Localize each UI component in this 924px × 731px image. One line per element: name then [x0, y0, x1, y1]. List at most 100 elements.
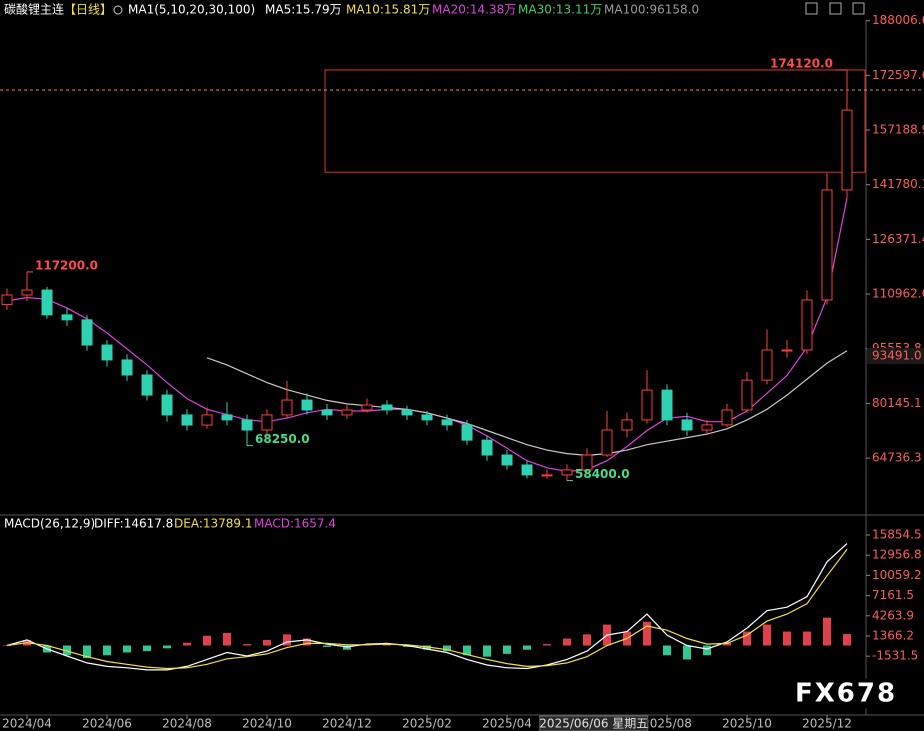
cursor-label-bg	[539, 715, 649, 731]
x-tick-label: 2024/12	[322, 717, 372, 731]
x-tick-label: 2024/04	[2, 717, 52, 731]
candle-body	[661, 389, 673, 421]
candle-body	[181, 414, 193, 426]
y-tick-label: 110962.6	[872, 287, 924, 301]
macd-bar	[443, 645, 451, 652]
candle-body	[801, 299, 813, 351]
macd-bar	[383, 644, 391, 646]
macd-bar	[723, 642, 731, 646]
macd-bar	[83, 645, 91, 659]
candle-body	[141, 374, 153, 396]
candle-body	[41, 289, 53, 316]
button[interactable]	[805, 2, 818, 15]
price-label: 93491.0	[872, 349, 922, 363]
y-tick-label: 172597.6	[872, 68, 924, 82]
annotation-label: 174120.0	[770, 56, 833, 70]
macd-bar	[203, 635, 211, 646]
y-tick-label: 157188.9	[872, 123, 924, 137]
macd-bar	[143, 645, 151, 652]
y-tick-label: 188006.6	[872, 13, 924, 27]
candle-body	[201, 414, 213, 426]
candle-body	[541, 474, 553, 477]
ma10-label: MA10:15.81万	[346, 3, 430, 17]
series-line	[206, 350, 848, 457]
candle-body	[721, 409, 733, 426]
y-tick-label: 12956.8	[872, 548, 922, 562]
range-box	[324, 69, 866, 173]
macd-bar	[823, 617, 831, 646]
candle-body	[381, 404, 393, 411]
price-label-bg	[867, 348, 924, 365]
candle-body	[581, 454, 593, 471]
candle-body	[681, 419, 693, 431]
watermark: FX678	[795, 679, 897, 709]
button[interactable]	[829, 2, 842, 15]
x-tick-label: 2025/12	[802, 717, 852, 731]
x-tick-label: 2024/06	[82, 717, 132, 731]
candle-body	[101, 344, 113, 361]
macd-bar	[843, 633, 851, 646]
macd-bar	[223, 632, 231, 646]
macd-bar	[243, 644, 251, 646]
candle-body	[601, 429, 613, 456]
macd-bar	[643, 621, 651, 646]
x-tick-label: 2025/02	[402, 717, 452, 731]
candle-body	[321, 409, 333, 416]
macd-bar	[3, 645, 11, 647]
candle-body	[841, 109, 853, 191]
candle-body	[61, 314, 73, 321]
x-tick-label: 2024/10	[242, 717, 292, 731]
y-tick-label: 80145.1	[872, 396, 922, 410]
candle-body	[741, 379, 753, 411]
macd-label: MACD:1657.4	[254, 517, 336, 531]
annotation-label: 68250.0	[255, 432, 310, 446]
ma5-label: MA5:15.79万	[265, 3, 342, 17]
settings-icon[interactable]	[113, 5, 123, 15]
y-tick-label: 4263.9	[872, 608, 914, 622]
candle-body	[261, 414, 273, 431]
y-tick-label: 1366.2	[872, 628, 914, 642]
title: 碳酸锂主连	[4, 2, 64, 17]
button[interactable]	[852, 2, 865, 15]
candle-body	[121, 359, 133, 376]
candle-body	[421, 414, 433, 421]
macd-bar	[123, 645, 131, 653]
candle-body	[441, 419, 453, 426]
period: 【日线】	[64, 3, 112, 17]
annotation-label: 117200.0	[35, 258, 98, 272]
macd-bar	[303, 638, 311, 646]
macd-title: MACD(26,12,9)	[4, 517, 95, 531]
macd-bar	[583, 634, 591, 646]
macd-bar	[683, 645, 691, 660]
candle-body	[481, 439, 493, 456]
macd-bar	[263, 639, 271, 646]
ma30-label: MA30:13.11万	[518, 3, 602, 17]
macd-bar	[763, 624, 771, 646]
macd-bar	[283, 634, 291, 646]
y-tick-label: 7161.5	[872, 588, 914, 602]
annotation-label: 58400.0	[575, 467, 630, 481]
candle-body	[301, 399, 313, 411]
candle-body	[361, 404, 373, 411]
series-line	[6, 549, 848, 670]
cursor-label: 2025/06/06 星期五	[539, 717, 648, 731]
candle-body	[501, 454, 513, 466]
candle-body	[241, 419, 253, 431]
y-tick-label: 126371.4	[872, 232, 924, 246]
x-tick-label: 2024/08	[162, 717, 212, 731]
candle-body	[781, 349, 793, 352]
series-line	[6, 543, 848, 671]
macd-bar	[183, 642, 191, 646]
macd-bar	[103, 645, 111, 656]
candle-body	[401, 409, 413, 416]
macd-bar	[63, 645, 71, 656]
x-tick-label: 2025/10	[722, 717, 772, 731]
candle-body	[821, 189, 833, 301]
candle-body	[461, 424, 473, 441]
ma100-label: MA100:96158.0	[604, 3, 699, 17]
macd-bar	[463, 645, 471, 656]
macd-bar	[563, 638, 571, 646]
